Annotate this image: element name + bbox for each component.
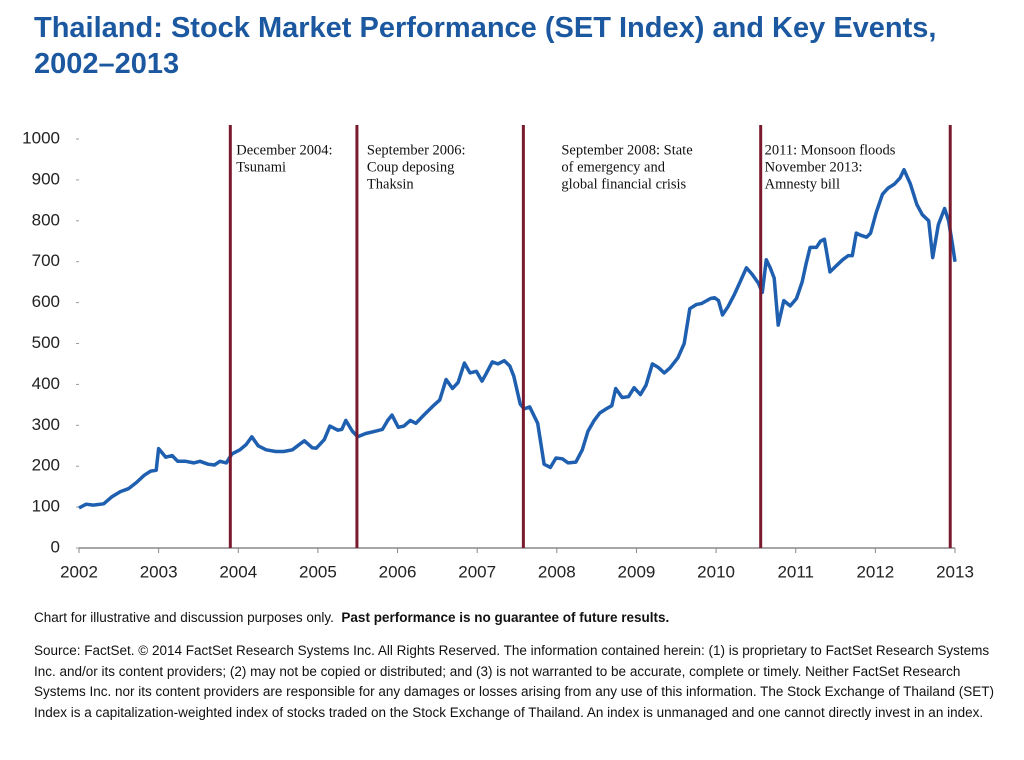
annotation: Tsunami [236,159,286,175]
y-tick-label: 600 [32,292,60,311]
y-tick-label: 300 [32,415,60,434]
annotation: 2011: Monsoon floods [765,142,896,158]
x-tick-label: 2012 [856,562,894,581]
x-tick-label: 2007 [458,562,496,581]
x-tick-label: 2005 [299,562,337,581]
x-tick-label: 2002 [60,562,98,581]
annotation: November 2013: [765,159,863,175]
x-tick-label: 2008 [538,562,576,581]
annotation: of emergency and [561,159,665,175]
y-tick-label: 700 [32,251,60,270]
note-bold: Past performance is no guarantee of futu… [341,610,670,625]
note-text: Chart for illustrative and discussion pu… [34,610,334,625]
x-tick-label: 2009 [618,562,656,581]
annotation: Amnesty bill [765,176,840,192]
annotation: Coup deposing [367,159,454,175]
x-tick-label: 2004 [219,562,257,581]
y-tick-label: 200 [32,456,60,475]
disclaimer: Chart for illustrative and discussion pu… [34,610,669,625]
x-tick-label: 2011 [777,562,814,581]
y-tick-label: 1000 [22,128,60,147]
y-tick-label: 100 [32,497,60,516]
annotation: September 2006: [367,142,466,158]
x-tick-label: 2003 [140,562,178,581]
y-tick-label: 500 [32,333,60,352]
annotation: December 2004: [236,142,332,158]
y-tick-label: 0 [51,537,60,556]
source-text: Source: FactSet. © 2014 FactSet Research… [34,643,994,720]
x-tick-label: 2013 [936,562,974,581]
annotation: September 2008: State [561,142,692,158]
y-tick-label: 800 [32,210,60,229]
x-tick-label: 2006 [379,562,417,581]
annotation: global financial crisis [561,176,686,192]
annotation: Thaksin [367,176,414,192]
x-tick-label: 2010 [697,562,735,581]
y-tick-label: 900 [32,169,60,188]
chart-title: Thailand: Stock Market Performance (SET … [34,12,937,80]
index-line [78,167,957,510]
y-tick-label: 400 [32,374,60,393]
